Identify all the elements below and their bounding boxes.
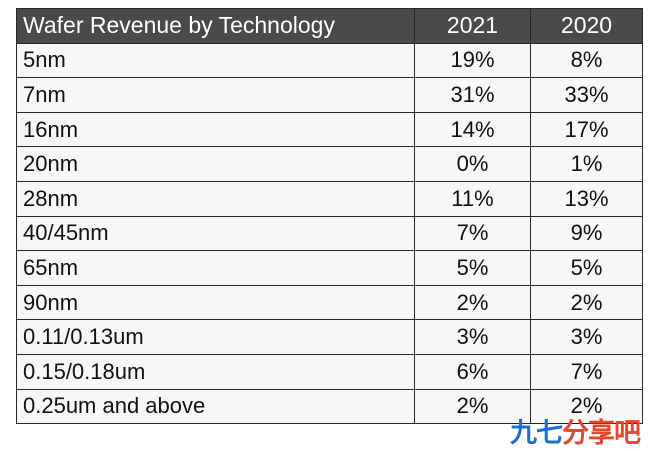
table-row: 20nm 0% 1% [16,146,643,182]
cell-technology: 0.15/0.18um [16,353,415,390]
table-row: 0.15/0.18um 6% 7% [16,353,643,390]
cell-2021: 3% [414,319,531,355]
cell-technology: 65nm [16,250,415,286]
cell-2021: 2% [414,284,531,321]
cell-2020: 33% [530,77,643,113]
table-row: 0.11/0.13um 3% 3% [16,319,643,355]
cell-2021: 0% [414,146,531,182]
table-row: 40/45nm 7% 9% [16,215,643,252]
revenue-table-container: Wafer Revenue by Technology 2021 2020 5n… [16,8,643,437]
table-row: 0.25um and above 2% 2% [16,388,643,425]
cell-2020: 3% [530,319,643,355]
cell-2020: 2% [530,284,643,321]
table-row: 16nm 14% 17% [16,111,643,148]
cell-2021: 11% [414,180,531,217]
table-header-row: Wafer Revenue by Technology 2021 2020 [16,8,643,44]
wafer-revenue-table: Wafer Revenue by Technology 2021 2020 5n… [16,8,643,425]
header-2020: 2020 [530,8,643,44]
cell-technology: 7nm [16,77,415,113]
cell-technology: 20nm [16,146,415,182]
cell-2021: 31% [414,77,531,113]
header-technology: Wafer Revenue by Technology [16,8,415,44]
table-body: 5nm 19% 8% 7nm 31% 33% 16nm 14% 17% 20nm 0% 1% 28nm 1… [16,42,643,425]
cell-2020: 5% [530,250,643,286]
cell-2021: 6% [414,353,531,390]
table-row: 28nm 11% 13% [16,180,643,217]
cell-2020: 8% [530,42,643,79]
cell-2020: 17% [530,111,643,148]
cell-2021: 19% [414,42,531,79]
watermark-logo: 九七 分享吧 [510,411,660,449]
cell-technology: 90nm [16,284,415,321]
watermark-part-2: 分享吧 [562,417,641,449]
table-row: 7nm 31% 33% [16,77,643,113]
cell-technology: 16nm [16,111,415,148]
cell-2020: 13% [530,180,643,217]
cell-technology: 5nm [16,42,415,79]
header-2021: 2021 [414,8,531,44]
cell-technology: 0.25um and above [16,388,415,425]
cell-technology: 28nm [16,180,415,217]
cell-2021: 14% [414,111,531,148]
watermark-part-1: 九七 [510,417,563,449]
cell-2021: 5% [414,250,531,286]
cell-2020: 9% [530,215,643,252]
cell-2020: 2% [530,388,643,425]
cell-2020: 1% [530,146,643,182]
cell-technology: 40/45nm [16,215,415,252]
cell-technology: 0.11/0.13um [16,319,415,355]
table-row: 5nm 19% 8% [16,42,643,79]
cell-2020: 7% [530,353,643,390]
table-row: 65nm 5% 5% [16,250,643,286]
cell-2021: 7% [414,215,531,252]
table-row: 90nm 2% 2% [16,284,643,321]
